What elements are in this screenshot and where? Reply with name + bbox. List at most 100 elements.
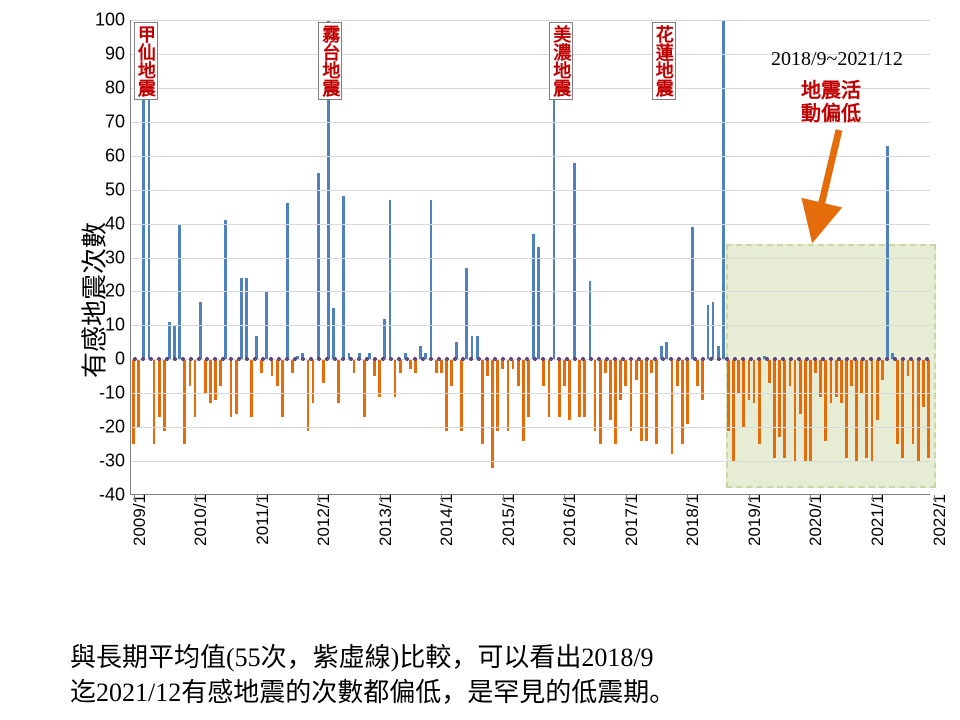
x-tick-mark <box>195 495 196 500</box>
chart-container: 有感地震次數 -40-30-20-10010203040506070809010… <box>60 20 930 580</box>
bar <box>281 359 284 417</box>
x-tick-mark <box>687 495 688 500</box>
plot-area: -40-30-20-1001020304050607080901002009/1… <box>130 20 930 495</box>
bar <box>558 359 561 417</box>
gridline <box>131 258 930 259</box>
gridline <box>131 156 930 157</box>
bar <box>378 359 381 396</box>
x-tick-label: 2016/1 <box>560 494 580 546</box>
bar <box>712 302 715 360</box>
gridline <box>131 461 930 462</box>
bar <box>578 359 581 417</box>
bar <box>609 359 612 420</box>
bar <box>809 359 812 461</box>
bar <box>173 325 176 359</box>
bar <box>394 359 397 396</box>
y-tick-label: 100 <box>95 10 131 31</box>
bar <box>819 359 822 396</box>
bar <box>230 359 233 417</box>
bar <box>865 359 868 457</box>
y-tick-label: 70 <box>105 111 131 132</box>
bar <box>671 359 674 454</box>
bar <box>732 359 735 461</box>
bar <box>876 359 879 420</box>
bar <box>219 359 222 386</box>
bar <box>245 278 248 359</box>
x-tick-mark <box>134 495 135 500</box>
gridline <box>131 224 930 225</box>
x-tick-label: 2013/1 <box>376 494 396 546</box>
bar <box>235 359 238 413</box>
bar <box>481 359 484 444</box>
bar <box>312 359 315 403</box>
bar <box>168 322 171 359</box>
bar <box>783 359 786 457</box>
caption-line1: 與長期平均值(55次，紫虛線)比較，可以看出2018/9 <box>70 640 675 675</box>
x-tick-label: 2014/1 <box>437 494 457 546</box>
x-tick-mark <box>872 495 873 500</box>
bar <box>917 359 920 461</box>
bar <box>830 359 833 403</box>
bar <box>845 359 848 457</box>
x-tick-label: 2009/1 <box>130 494 150 546</box>
x-tick-label: 2020/1 <box>806 494 826 546</box>
bar <box>860 359 863 393</box>
bar <box>194 359 197 417</box>
bar <box>532 234 535 360</box>
gridline <box>131 325 930 326</box>
annotation-date-range: 2018/9~2021/12 <box>771 48 903 71</box>
x-tick-mark <box>318 495 319 500</box>
bar <box>163 359 166 430</box>
bar <box>148 78 151 360</box>
bar <box>804 359 807 461</box>
bar <box>491 359 494 468</box>
bar <box>794 359 797 461</box>
zero-reference-line <box>131 356 930 362</box>
bar <box>840 359 843 403</box>
bar <box>342 196 345 359</box>
y-tick-label: -10 <box>99 383 131 404</box>
x-tick-mark <box>626 495 627 500</box>
bar <box>568 359 571 420</box>
x-tick-mark <box>564 495 565 500</box>
bar <box>276 359 279 386</box>
caption-line2: 迄2021/12有感地震的次數都偏低，是罕見的低震期。 <box>70 675 675 710</box>
y-tick-label: -20 <box>99 417 131 438</box>
bar <box>912 359 915 444</box>
y-tick-label: -40 <box>99 485 131 506</box>
bar <box>548 359 551 417</box>
bar <box>676 359 679 386</box>
bar <box>799 359 802 413</box>
bar <box>307 359 310 430</box>
bar <box>696 359 699 386</box>
x-tick-label: 2022/1 <box>930 494 950 546</box>
bar <box>901 359 904 457</box>
x-tick-label: 2010/1 <box>191 494 211 546</box>
y-tick-label: 40 <box>105 213 131 234</box>
bar <box>589 281 592 359</box>
gridline <box>131 291 930 292</box>
y-tick-label: 0 <box>115 349 131 370</box>
bar <box>624 359 627 386</box>
earthquake-event-label: 花蓮地震 <box>652 22 676 100</box>
bar <box>450 359 453 386</box>
bar <box>614 359 617 444</box>
bar <box>522 359 525 440</box>
bar <box>332 308 335 359</box>
bar <box>737 359 740 393</box>
bar <box>583 359 586 417</box>
y-tick-label: 10 <box>105 315 131 336</box>
bar <box>927 359 930 457</box>
gridline <box>131 427 930 428</box>
bar <box>158 359 161 417</box>
x-tick-mark <box>810 495 811 500</box>
gridline <box>131 20 930 21</box>
bar <box>655 359 658 444</box>
bar <box>773 359 776 457</box>
earthquake-event-label: 甲仙地震 <box>134 22 158 100</box>
bar <box>204 359 207 393</box>
y-tick-label: 90 <box>105 43 131 64</box>
bar <box>209 359 212 403</box>
bar <box>686 359 689 423</box>
bar <box>727 359 730 430</box>
